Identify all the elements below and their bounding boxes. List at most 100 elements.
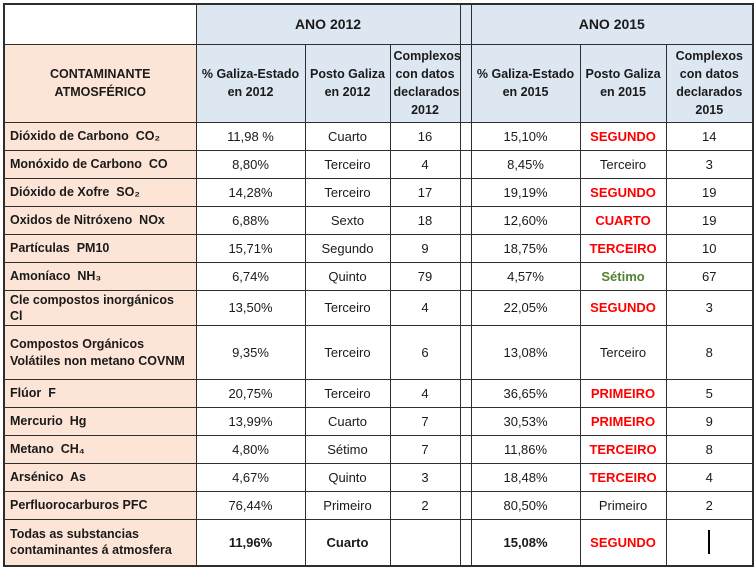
posto-2012-cell: Cuarto bbox=[304, 519, 391, 566]
pct-2012-cell: 11,96% bbox=[195, 519, 306, 566]
pct-2015-cell: 22,05% bbox=[470, 289, 581, 326]
pct-2015-cell: 19,19% bbox=[470, 177, 581, 207]
posto-2015-cell: SEGUNDO bbox=[579, 519, 667, 566]
posto-2012-cell: Terceiro bbox=[304, 177, 391, 207]
pollutants-comparison-table: ANO 2012 ANO 2015 CONTAMINANTE ATMOSFÉRI… bbox=[3, 3, 755, 567]
table-row: Flúor F 20,75% Terceiro 4 36,65% PRIMEIRO 5 bbox=[3, 379, 754, 408]
pct-2015-cell: 12,60% bbox=[470, 205, 581, 235]
section-divider-cell bbox=[459, 519, 472, 566]
pct-2012-cell: 8,80% bbox=[195, 149, 306, 179]
table-row: Perfluorocarburos PFC 76,44% Primeiro 2 80,5… bbox=[3, 491, 754, 520]
posto-2012-cell: Terceiro bbox=[304, 325, 391, 380]
complexos-2012-cell: 79 bbox=[389, 261, 461, 291]
table-row: Dióxido de Xofre SO₂ 14,28% Terceiro 17 19,1… bbox=[3, 177, 754, 207]
text-cursor bbox=[708, 530, 711, 555]
section-divider-cell bbox=[459, 491, 472, 520]
table-row: Arsénico As 4,67% Quinto 3 18,48% TERCEIRO 4 bbox=[3, 463, 754, 492]
pct-2015-cell: 18,75% bbox=[470, 233, 581, 263]
complexos-2012-cell: 7 bbox=[389, 407, 461, 436]
pct-2012-cell: 9,35% bbox=[195, 325, 306, 380]
contaminant-column-header: CONTAMINANTE ATMOSFÉRICO bbox=[3, 43, 197, 123]
complexos-2012-column-header: Complexos con datos declarados 2012 bbox=[389, 43, 461, 123]
section-divider-cell bbox=[459, 205, 472, 235]
table-row: Monóxido de Carbono CO 8,80% Terceiro 4 8,45… bbox=[3, 149, 754, 179]
pct-2012-cell: 11,98 % bbox=[195, 121, 306, 151]
complexos-2015-cell: 9 bbox=[665, 407, 754, 436]
pct-2015-cell: 13,08% bbox=[470, 325, 581, 380]
pct-2015-cell: 30,53% bbox=[470, 407, 581, 436]
posto-2015-cell: Terceiro bbox=[579, 325, 667, 380]
complexos-2015-column-header: Complexos con datos declarados 2015 bbox=[665, 43, 754, 123]
complexos-2015-cell: 2 bbox=[665, 491, 754, 520]
ano-2012-header: ANO 2012 bbox=[195, 3, 461, 45]
contaminant-cell: Cle compostos inorgánicos Cl bbox=[3, 289, 197, 326]
year-header-row: ANO 2012 ANO 2015 bbox=[3, 3, 754, 45]
complexos-2012-cell: 3 bbox=[389, 463, 461, 492]
posto-2015-cell: Sétimo bbox=[579, 261, 667, 291]
posto-2012-cell: Cuarto bbox=[304, 121, 391, 151]
section-divider-cell bbox=[459, 121, 472, 151]
pct-2012-cell: 20,75% bbox=[195, 379, 306, 408]
contaminant-cell: Todas as substancias contaminantes á atm… bbox=[3, 519, 197, 566]
contaminant-cell: Metano CH₄ bbox=[3, 435, 197, 464]
complexos-2012-cell: 18 bbox=[389, 205, 461, 235]
posto-2015-cell: CUARTO bbox=[579, 205, 667, 235]
pct-2012-cell: 6,74% bbox=[195, 261, 306, 291]
blank-corner-cell bbox=[3, 3, 197, 45]
complexos-2012-cell: 4 bbox=[389, 379, 461, 408]
table-row: Mercurio Hg 13,99% Cuarto 7 30,53% PRIMEIRO 9 bbox=[3, 407, 754, 436]
section-divider-cell bbox=[459, 463, 472, 492]
pct-2012-cell: 14,28% bbox=[195, 177, 306, 207]
section-divider-cell bbox=[459, 233, 472, 263]
posto-2015-cell: SEGUNDO bbox=[579, 121, 667, 151]
table-row: Oxidos de Nitróxeno NOx 6,88% Sexto 18 12,60… bbox=[3, 205, 754, 235]
contaminant-cell: Perfluorocarburos PFC bbox=[3, 491, 197, 520]
complexos-2015-cell: 8 bbox=[665, 325, 754, 380]
pct-2015-cell: 15,10% bbox=[470, 121, 581, 151]
section-divider-cell bbox=[459, 379, 472, 408]
posto-2015-cell: Terceiro bbox=[579, 149, 667, 179]
posto-2012-column-header: Posto Galiza en 2012 bbox=[304, 43, 391, 123]
pct-2015-cell: 18,48% bbox=[470, 463, 581, 492]
complexos-2015-cell: 5 bbox=[665, 379, 754, 408]
pct-2015-cell: 8,45% bbox=[470, 149, 581, 179]
table-row: Compostos Orgánicos Volátiles non metano… bbox=[3, 325, 754, 380]
contaminant-cell: Dióxido de Xofre SO₂ bbox=[3, 177, 197, 207]
section-divider-cell bbox=[459, 289, 472, 326]
complexos-2012-cell: 17 bbox=[389, 177, 461, 207]
complexos-2015-cell: 67 bbox=[665, 261, 754, 291]
posto-2012-cell: Sexto bbox=[304, 205, 391, 235]
complexos-2012-cell bbox=[389, 519, 461, 566]
complexos-2015-cell: 8 bbox=[665, 435, 754, 464]
posto-2015-cell: TERCEIRO bbox=[579, 435, 667, 464]
pct-2012-cell: 4,67% bbox=[195, 463, 306, 492]
pct-2012-column-header: % Galiza-Estado en 2012 bbox=[195, 43, 306, 123]
section-divider-cell bbox=[459, 149, 472, 179]
posto-2015-cell: PRIMEIRO bbox=[579, 379, 667, 408]
posto-2012-cell: Terceiro bbox=[304, 379, 391, 408]
pct-2012-cell: 76,44% bbox=[195, 491, 306, 520]
section-divider-cell bbox=[459, 407, 472, 436]
contaminant-cell: Arsénico As bbox=[3, 463, 197, 492]
posto-2015-cell: Primeiro bbox=[579, 491, 667, 520]
table-body: Dióxido de Carbono CO₂ 11,98 % Cuarto 16 15,… bbox=[3, 121, 754, 566]
pct-2012-cell: 4,80% bbox=[195, 435, 306, 464]
complexos-2015-cell: 19 bbox=[665, 177, 754, 207]
contaminant-cell: Oxidos de Nitróxeno NOx bbox=[3, 205, 197, 235]
pct-2015-cell: 11,86% bbox=[470, 435, 581, 464]
posto-2012-cell: Primeiro bbox=[304, 491, 391, 520]
posto-2015-cell: SEGUNDO bbox=[579, 289, 667, 326]
section-divider-cell bbox=[459, 435, 472, 464]
table-row: Cle compostos inorgánicos Cl 13,50% Tercei… bbox=[3, 289, 754, 326]
table-row: Amoníaco NH₃ 6,74% Quinto 79 4,57% Sétimo 67 bbox=[3, 261, 754, 291]
table-row: Dióxido de Carbono CO₂ 11,98 % Cuarto 16 15,… bbox=[3, 121, 754, 151]
section-divider-cell bbox=[459, 3, 472, 45]
complexos-2012-cell: 7 bbox=[389, 435, 461, 464]
pct-2012-cell: 6,88% bbox=[195, 205, 306, 235]
complexos-2012-cell: 6 bbox=[389, 325, 461, 380]
complexos-2015-cell: 10 bbox=[665, 233, 754, 263]
section-divider-cell bbox=[459, 325, 472, 380]
contaminant-cell: Dióxido de Carbono CO₂ bbox=[3, 121, 197, 151]
posto-2012-cell: Terceiro bbox=[304, 289, 391, 326]
